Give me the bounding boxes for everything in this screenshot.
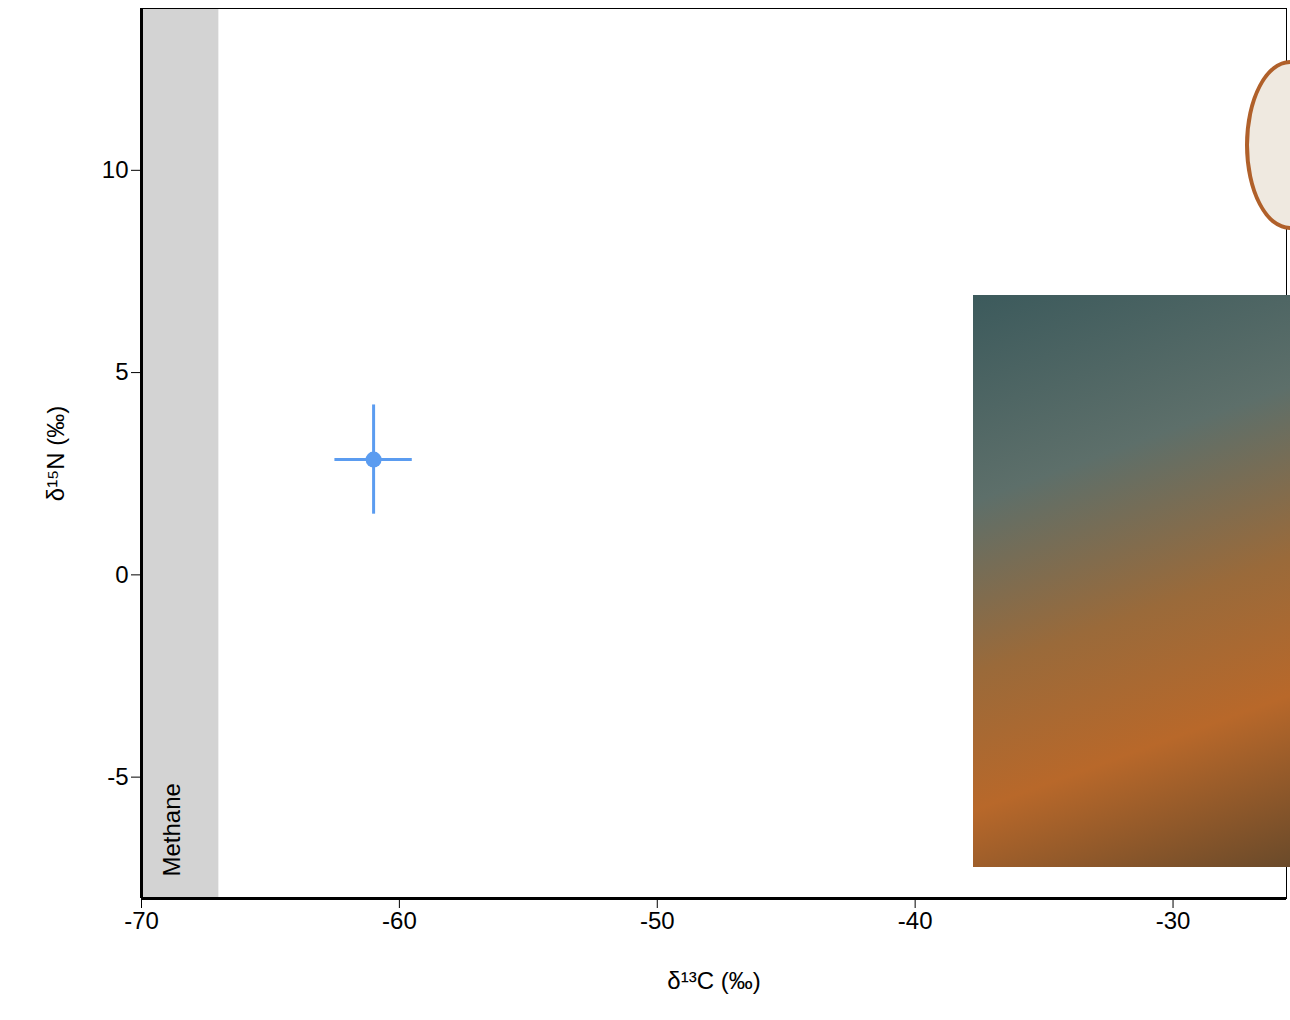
- svg-text:0: 0: [115, 561, 128, 588]
- svg-text:-5: -5: [107, 763, 128, 790]
- svg-text:-70: -70: [124, 907, 159, 934]
- svg-text:Methane: Methane: [158, 783, 185, 876]
- svg-text:10: 10: [102, 156, 129, 183]
- svg-text:5: 5: [115, 358, 128, 385]
- svg-text:-40: -40: [898, 907, 933, 934]
- svg-text:δ¹³C (‰): δ¹³C (‰): [667, 967, 760, 994]
- svg-text:-30: -30: [1156, 907, 1191, 934]
- svg-text:δ¹⁵N (‰): δ¹⁵N (‰): [42, 406, 69, 501]
- svg-text:-60: -60: [382, 907, 417, 934]
- svg-text:-50: -50: [640, 907, 675, 934]
